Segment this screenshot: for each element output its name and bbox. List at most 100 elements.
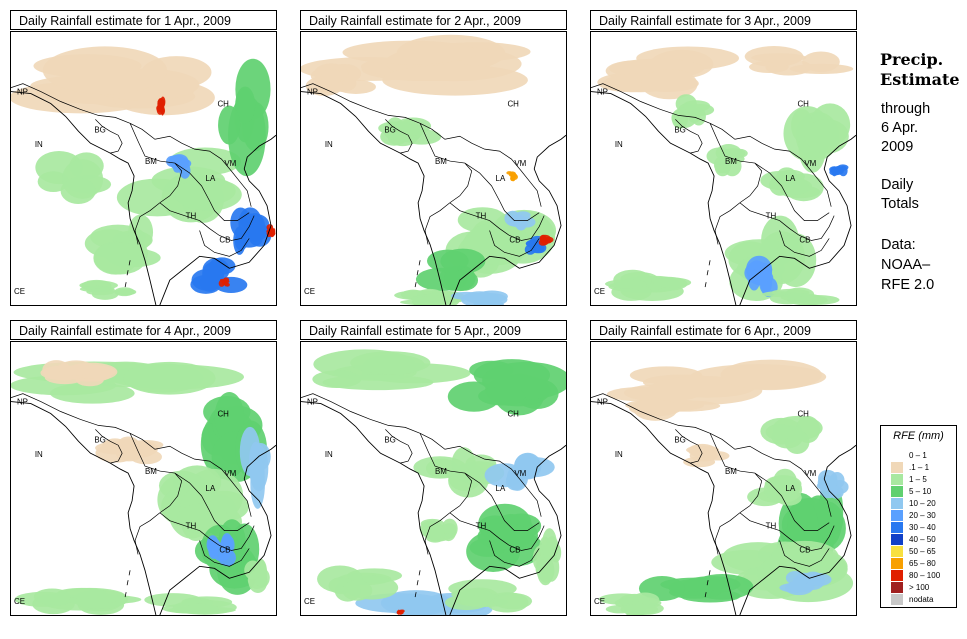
rain-area (322, 374, 434, 391)
rain-area (444, 594, 488, 611)
island (418, 570, 421, 576)
rain-area (682, 100, 711, 112)
coastline (301, 91, 566, 305)
legend-label: 65 – 80 (909, 559, 936, 568)
side-line: 2009 (881, 139, 914, 155)
rain-area (751, 267, 770, 286)
legend-title: RFE (mm) (893, 430, 944, 442)
rain-area (720, 148, 746, 159)
country-borders (301, 83, 545, 257)
rain-area (604, 279, 647, 289)
island (128, 260, 131, 266)
map-panel-4: Daily Rainfall estimate for 4 Apr., 2009… (10, 320, 279, 616)
rain-area (493, 593, 533, 610)
map-canvas: NP CH IN BG BM VM LA TH CB CE (591, 46, 856, 305)
map-panel-2: Daily Rainfall estimate for 2 Apr., 2009… (300, 10, 569, 306)
side-line: 6 Apr. (881, 120, 919, 136)
island (708, 260, 711, 266)
country-label: BG (384, 125, 395, 134)
rain-area (539, 234, 547, 242)
rain-area (179, 162, 191, 179)
rain-area (218, 549, 236, 567)
legend-label: 10 – 20 (909, 499, 936, 508)
country-borders (591, 83, 835, 257)
rain-area (221, 532, 233, 554)
panel-title: Daily Rainfall estimate for 4 Apr., 2009 (10, 320, 277, 340)
legend-label: > 100 (909, 583, 930, 592)
country-label: VM (514, 469, 526, 478)
island (128, 570, 131, 576)
country-label: CB (799, 545, 810, 554)
legend-label: 20 – 30 (909, 511, 936, 520)
country-label: CH (797, 409, 809, 418)
rain-area (156, 104, 165, 113)
rain-area (683, 456, 716, 468)
legend-swatch (891, 594, 903, 605)
rainfall-map: NP CH IN BG BM VM LA TH CB CE (590, 341, 857, 616)
country-label: CE (594, 597, 605, 606)
rain-area (424, 528, 446, 543)
rain-area (123, 361, 216, 395)
legend-label: nodata (909, 595, 934, 604)
heading-line-1: Precip. (880, 50, 944, 69)
country-label: CH (507, 99, 519, 108)
country-label: VM (224, 159, 236, 168)
rain-area (60, 177, 96, 204)
rain-area (218, 105, 241, 145)
rain-area (37, 171, 70, 192)
rain-area (765, 424, 793, 441)
side-line: Data: (881, 237, 916, 253)
island (414, 282, 417, 288)
rain-area (620, 604, 659, 615)
panel-title: Daily Rainfall estimate for 5 Apr., 2009 (300, 320, 567, 340)
rain-area (244, 560, 262, 580)
side-line: NOAA– (881, 257, 931, 273)
side-line: Totals (881, 196, 919, 212)
country-label: IN (35, 140, 43, 149)
legend-swatch (891, 486, 903, 497)
side-line: RFE 2.0 (881, 277, 935, 293)
rain-area (350, 351, 431, 375)
rainfall-map: NP CH IN BG BM VM LA TH CB CE (590, 31, 857, 306)
rain-area (239, 426, 261, 477)
island (416, 270, 419, 276)
map-canvas: NP CH IN BG BM VM LA TH CB CE (301, 349, 566, 615)
rain-area (779, 582, 815, 593)
map-canvas: NP CH IN BG BM VM LA TH CB CE (591, 359, 856, 615)
country-label: NP (17, 88, 28, 97)
map-canvas: NP CH IN BG BM VM LA TH CB CE (301, 34, 566, 305)
rain-area (688, 443, 717, 458)
island (124, 282, 127, 288)
rainfall-map: NP CH IN BG BM VM LA TH CB CE (300, 341, 567, 616)
country-label: BM (725, 157, 737, 166)
rain-area (671, 107, 697, 129)
rain-area (397, 609, 401, 615)
panel-title: Daily Rainfall estimate for 2 Apr., 2009 (300, 10, 567, 30)
rain-area (245, 213, 266, 242)
rain-area (478, 386, 526, 406)
rain-area (509, 214, 522, 223)
country-label: TH (766, 212, 777, 221)
country-label: NP (597, 88, 608, 97)
legend-swatch (891, 582, 903, 593)
rain-area (538, 558, 555, 583)
legend-swatch (891, 510, 903, 521)
country-label: CB (799, 235, 810, 244)
island (704, 592, 707, 598)
legend-swatch (891, 558, 903, 569)
country-label: BG (384, 435, 395, 444)
country-label: IN (325, 450, 333, 459)
legend-label: 5 – 10 (909, 487, 932, 496)
rain-area (794, 294, 840, 305)
rain-area (834, 165, 843, 173)
country-label: VM (804, 469, 816, 478)
rain-area (50, 382, 135, 404)
rain-area (640, 69, 698, 100)
country-label: CH (507, 409, 519, 418)
rain-area (541, 528, 558, 562)
rain-area (775, 233, 817, 288)
rain-area (42, 46, 168, 95)
country-borders (301, 393, 545, 567)
rainfall-map: NP CH IN BG BM VM LA TH CB CE (10, 31, 277, 306)
country-label: IN (35, 450, 43, 459)
